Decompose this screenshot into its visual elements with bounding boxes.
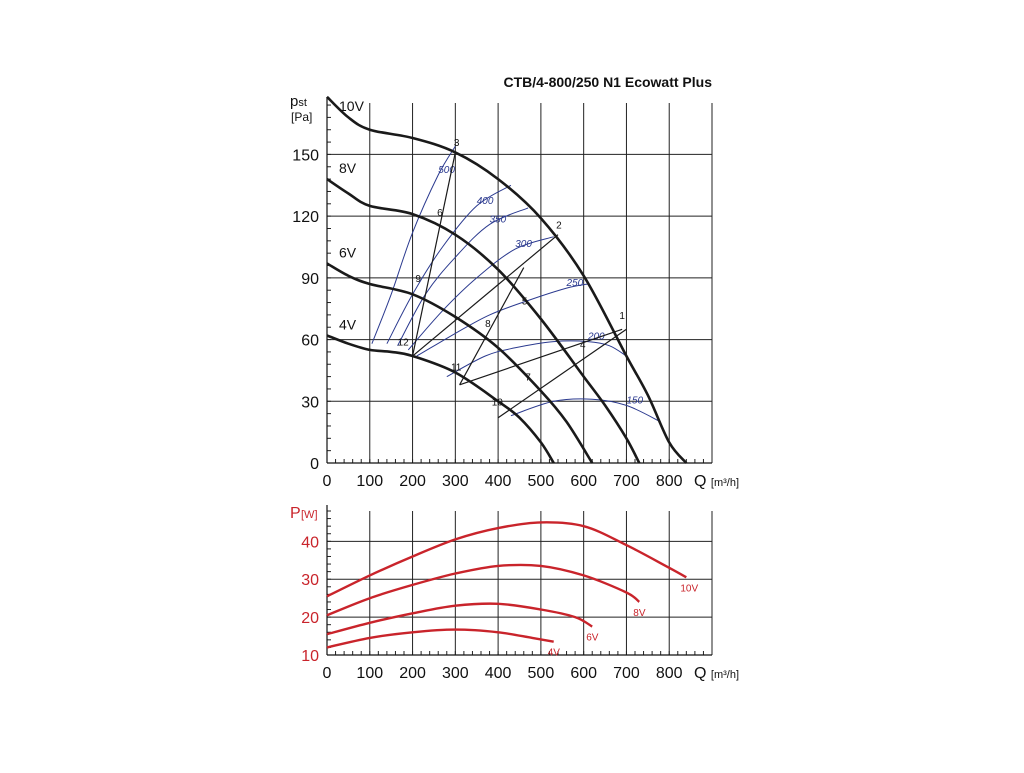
x-tick-label: 300 <box>442 473 469 490</box>
efficiency-label-250: 250 <box>566 278 584 289</box>
power-curve-8v <box>326 563 641 617</box>
fan-curve-8v <box>326 178 641 464</box>
x-axis-label: Q [m³/h] <box>694 665 739 682</box>
x-tick-label: 200 <box>399 665 426 682</box>
power-curve-6v <box>326 602 593 636</box>
operating-point-8: 8 <box>485 319 491 330</box>
efficiency-label-300: 300 <box>515 239 532 250</box>
y-tick-label: 150 <box>292 147 319 164</box>
operating-point-12: 12 <box>398 338 410 349</box>
efficiency-curve-350 <box>397 207 529 346</box>
system-line-3 <box>459 328 623 386</box>
y-tick-label: 40 <box>301 534 319 551</box>
power-series-label-8v: 8V <box>633 608 646 619</box>
y-tick-label: 30 <box>301 394 319 411</box>
fan-curve-6v <box>326 262 594 464</box>
power-series-label-4v: 4V <box>548 648 561 659</box>
series-label-10v: 10V <box>339 98 365 114</box>
y-tick-label: 10 <box>301 648 319 665</box>
efficiency-label-350: 350 <box>490 214 507 225</box>
x-tick-label: 700 <box>613 665 640 682</box>
pressure-chart: 0 100 200 300 400 500 600 700 800 0 30 60 90 120 150 Q … <box>290 74 739 490</box>
x-tick-label: 800 <box>656 665 683 682</box>
series-label-4v: 4V <box>339 316 357 332</box>
power-chart: 0 100 200 300 400 500 600 700 800 10 20 30 40 Q [m³/h… <box>290 505 739 682</box>
fan-curve-4v <box>326 334 555 464</box>
efficiency-curve-200 <box>446 340 627 378</box>
power-series-label-6v: 6V <box>586 633 599 644</box>
efficiency-curve-150 <box>510 398 661 423</box>
efficiency-curve-400 <box>386 184 512 344</box>
x-tick-label: 400 <box>485 473 512 490</box>
operating-point-10: 10 <box>492 397 504 408</box>
operating-point-7: 7 <box>525 373 531 384</box>
x-tick-label: 800 <box>656 473 683 490</box>
efficiency-curve-300 <box>407 236 554 351</box>
y-tick-label: 90 <box>301 271 319 288</box>
x-tick-label: 100 <box>356 665 383 682</box>
chart-title: CTB/4-800/250 N1 Ecowatt Plus <box>503 74 712 90</box>
y-tick-label: 0 <box>310 456 319 473</box>
x-tick-label: 200 <box>399 473 426 490</box>
efficiency-curve-500 <box>371 145 456 344</box>
x-tick-label: 0 <box>323 473 332 490</box>
power-axis-label: P <box>290 505 301 522</box>
efficiency-label-500: 500 <box>438 165 455 176</box>
y-axis-unit: [Pa] <box>291 110 312 124</box>
x-tick-label: 100 <box>356 473 383 490</box>
x-tick-label: 400 <box>485 665 512 682</box>
x-tick-label: 600 <box>570 473 597 490</box>
x-tick-label: 500 <box>528 665 555 682</box>
power-axis-unit: [W] <box>301 509 318 521</box>
fan-curve-10v <box>326 95 688 464</box>
operating-point-3: 3 <box>454 138 460 149</box>
series-label-6v: 6V <box>339 244 357 260</box>
operating-point-1: 1 <box>619 311 625 322</box>
x-tick-label: 500 <box>528 473 555 490</box>
x-tick-label: 700 <box>613 473 640 490</box>
efficiency-curve-250 <box>416 283 588 357</box>
operating-point-6: 6 <box>437 208 443 219</box>
y-tick-label: 60 <box>301 333 319 350</box>
y-tick-label: 30 <box>301 572 319 589</box>
x-tick-label: 600 <box>570 665 597 682</box>
efficiency-label-200: 200 <box>587 332 605 343</box>
operating-point-4: 4 <box>580 340 586 351</box>
y-axis-label: pst <box>290 93 307 110</box>
power-series-label-10v: 10V <box>680 583 698 594</box>
operating-point-11: 11 <box>451 362 462 373</box>
system-line-4 <box>497 328 627 419</box>
grid <box>326 510 713 656</box>
operating-point-5: 5 <box>522 297 528 308</box>
operating-point-2: 2 <box>556 220 562 231</box>
system-line-1 <box>411 152 456 357</box>
power-curve-10v <box>326 521 687 598</box>
operating-point-9: 9 <box>415 274 421 285</box>
y-tick-label: 120 <box>292 209 319 226</box>
y-tick-label: 20 <box>301 610 319 627</box>
efficiency-label-150: 150 <box>626 395 643 406</box>
x-axis-label: Q [m³/h] <box>694 473 739 490</box>
series-label-8v: 8V <box>339 160 357 176</box>
efficiency-label-400: 400 <box>477 196 494 207</box>
system-line-2 <box>412 234 559 357</box>
x-tick-label: 300 <box>442 665 469 682</box>
power-curve-4v <box>326 628 554 649</box>
x-tick-label: 0 <box>323 665 332 682</box>
